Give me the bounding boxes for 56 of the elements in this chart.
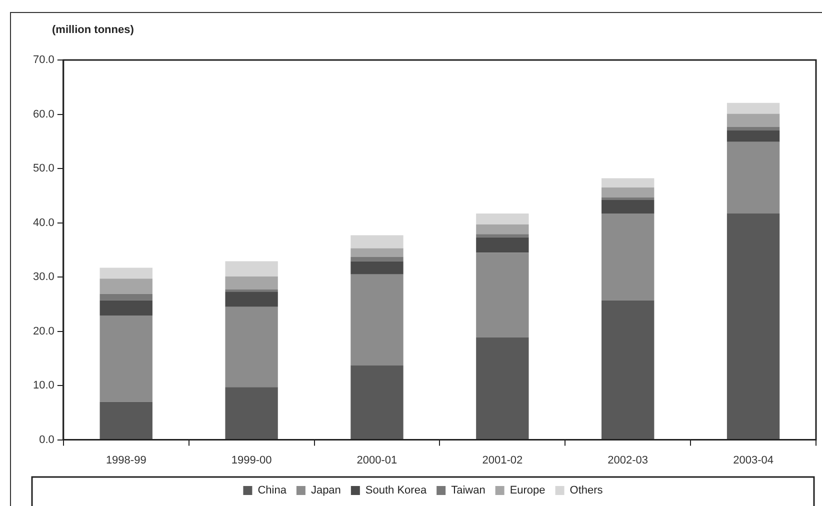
y-axis-title: (million tonnes)	[52, 24, 134, 36]
legend-label: Taiwan	[451, 484, 486, 497]
legend-label: China	[258, 484, 288, 497]
bar	[100, 316, 152, 402]
y-tick-label: 20.0	[32, 325, 54, 338]
bar	[726, 214, 780, 440]
bar	[602, 214, 654, 300]
y-tick-label: 10.0	[32, 380, 54, 392]
bar	[726, 130, 780, 142]
bar	[100, 300, 152, 316]
bar	[100, 268, 152, 279]
bar	[602, 197, 654, 200]
bar	[602, 188, 654, 198]
bar	[350, 248, 404, 257]
x-tick-label: 2003-04	[733, 454, 774, 466]
x-tick-label: 1998-99	[106, 454, 146, 466]
bar	[225, 276, 278, 290]
bar	[100, 278, 152, 294]
bar	[350, 256, 404, 262]
bar	[100, 402, 152, 440]
x-tick-label: 2002-03	[608, 454, 648, 466]
bar	[350, 261, 404, 274]
bar	[726, 126, 780, 131]
bar	[225, 306, 278, 388]
bar	[726, 142, 780, 214]
legend-label: Europe	[510, 484, 546, 497]
bar	[602, 200, 654, 214]
bar	[476, 337, 529, 440]
bar	[602, 300, 654, 440]
bar	[350, 274, 404, 366]
y-tick-label: 60.0	[32, 108, 54, 120]
bar	[726, 102, 780, 114]
x-tick-label: 1999-00	[231, 454, 272, 466]
bar	[476, 224, 529, 234]
x-tick-label: 2000-01	[356, 454, 398, 466]
bar	[225, 292, 278, 307]
y-tick-label: 50.0	[32, 162, 54, 175]
legend-label: South Korea	[365, 484, 428, 497]
y-tick-label: 70.0	[32, 54, 54, 66]
legend-label: Japan	[310, 484, 341, 497]
bar	[476, 234, 529, 238]
y-tick-label: 40.0	[32, 216, 54, 229]
bar	[225, 387, 278, 440]
bar	[602, 178, 654, 188]
legend-label: Others	[570, 484, 604, 497]
bar	[225, 261, 278, 276]
bar	[476, 237, 529, 253]
bar	[100, 294, 152, 300]
bar	[726, 114, 780, 127]
y-tick-label: 30.0	[32, 271, 54, 284]
bar	[476, 214, 529, 224]
bar	[350, 365, 404, 440]
bar	[476, 252, 529, 338]
y-tick-label: 0.0	[39, 434, 54, 446]
x-tick-label: 2001-02	[482, 454, 523, 466]
bar	[350, 235, 404, 248]
